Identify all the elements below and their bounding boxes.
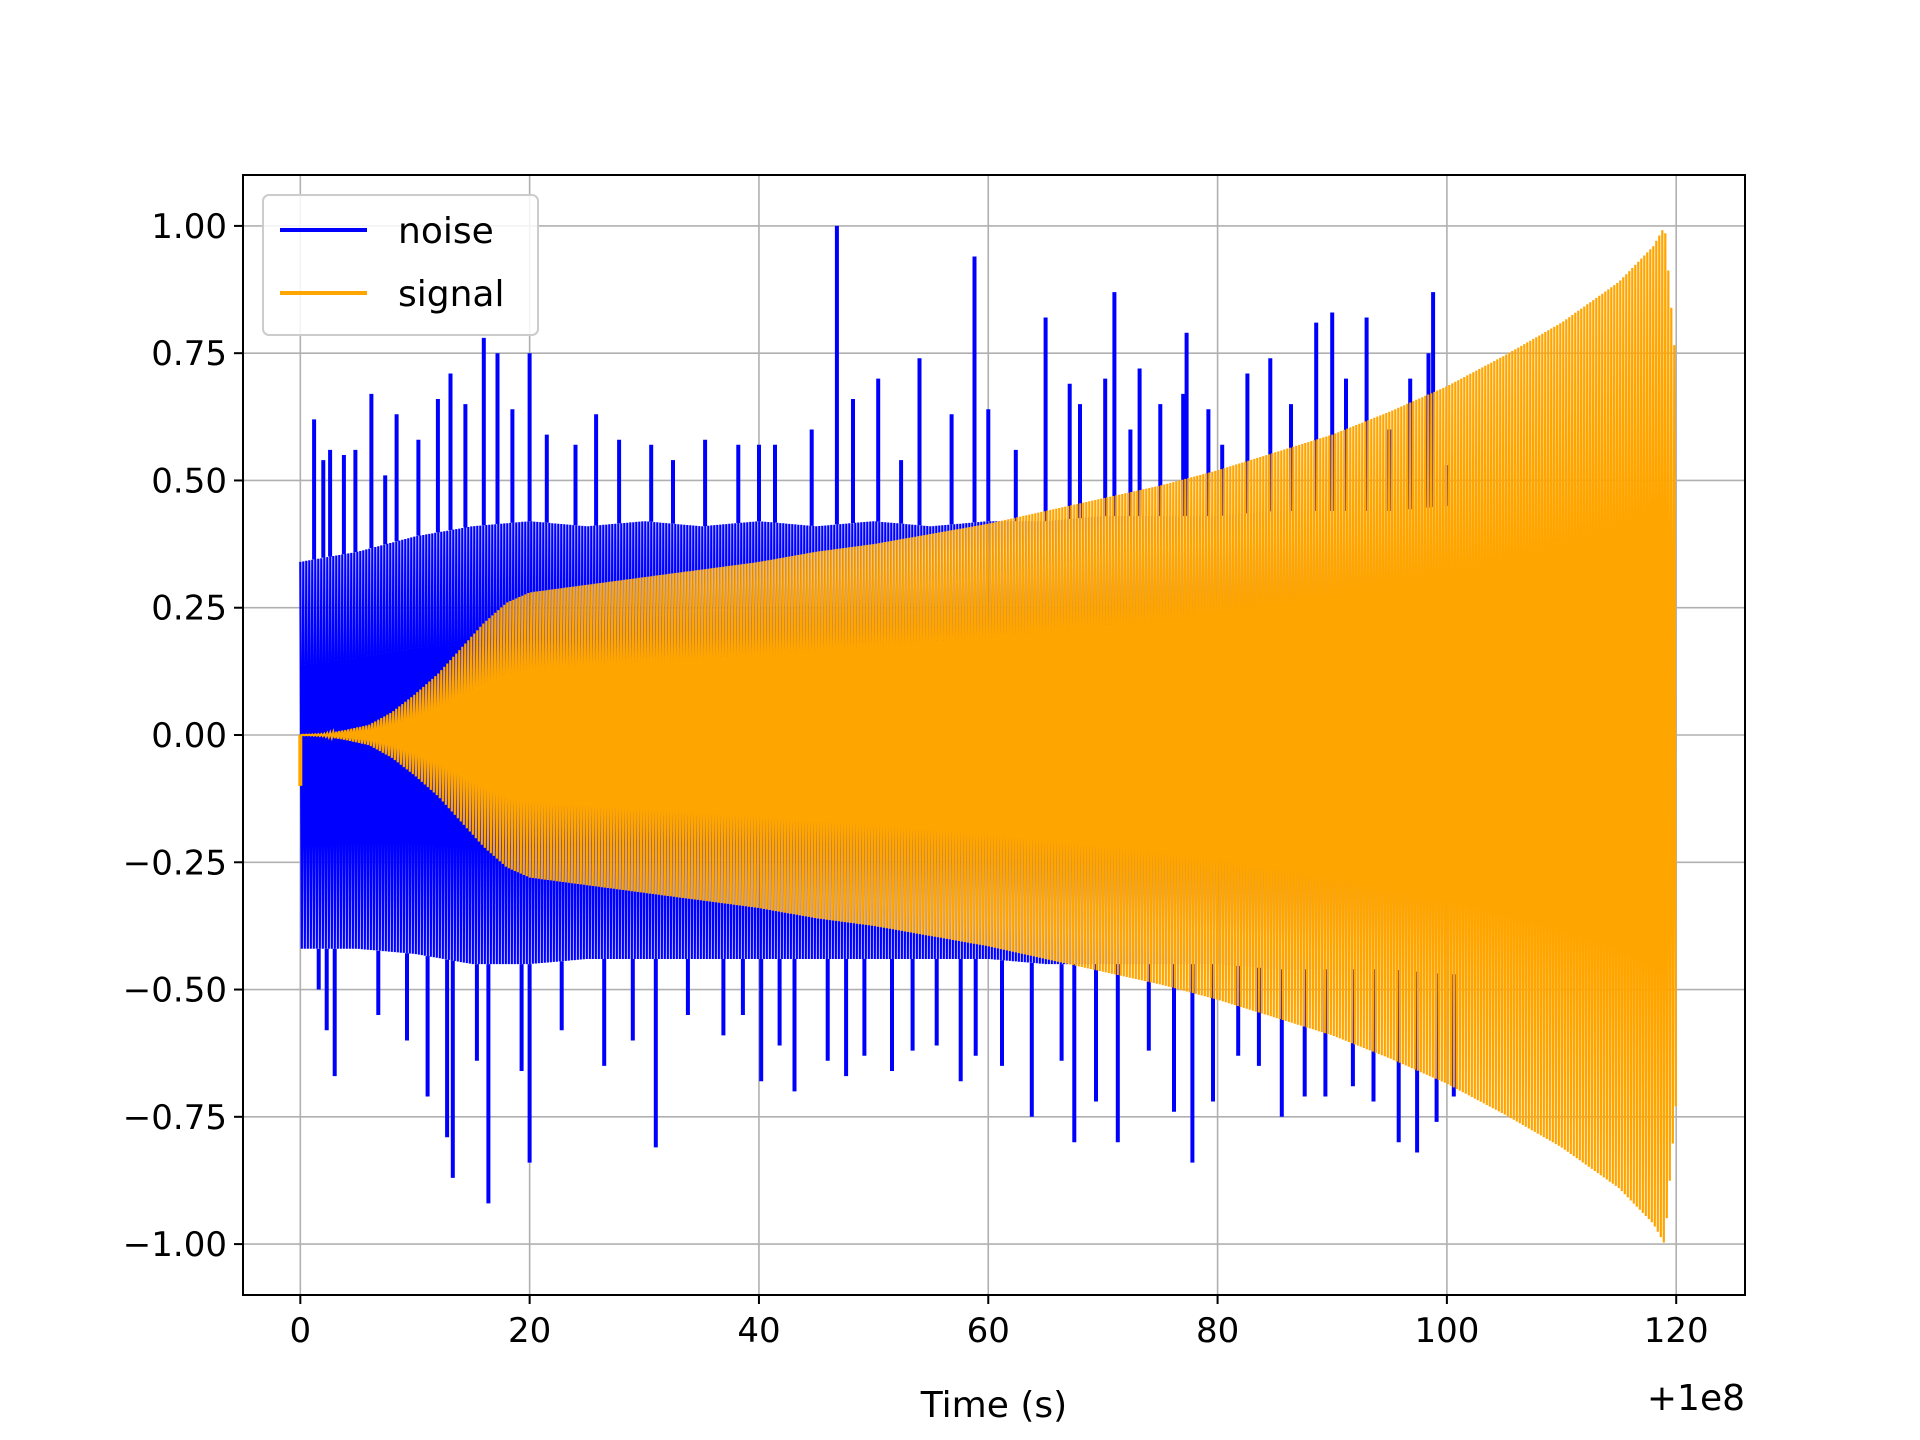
series-signal — [298, 230, 1677, 1243]
y-tick-label: 0.25 — [151, 589, 227, 629]
plot-area — [298, 225, 1677, 1243]
y-tick-label: −1.00 — [123, 1225, 227, 1265]
x-axis-title: Time (s) — [920, 1385, 1067, 1426]
x-tick-label: 60 — [967, 1311, 1010, 1351]
series-line-signal — [300, 230, 1677, 1243]
y-tick-label: 0.00 — [151, 716, 227, 756]
y-tick-label: 0.50 — [151, 461, 227, 501]
x-tick-label: 40 — [737, 1311, 780, 1351]
x-tick-label: 80 — [1196, 1311, 1239, 1351]
y-tick-label: 0.75 — [151, 334, 227, 374]
y-tick-label: −0.75 — [123, 1098, 227, 1138]
x-axis-offset-label: +1e8 — [1647, 1378, 1745, 1419]
x-tick-label: 100 — [1414, 1311, 1479, 1351]
y-tick-label: −0.50 — [123, 971, 227, 1011]
ticks: 0 20 40 60 80 100 120 1.00 0.75 0.50 0.25 0.00 −0.25… — [123, 207, 1709, 1351]
x-tick-label: 20 — [508, 1311, 551, 1351]
legend-label-noise: noise — [398, 211, 494, 252]
y-tick-label: 1.00 — [151, 207, 227, 247]
x-tick-label: 120 — [1644, 1311, 1709, 1351]
y-tick-label: −0.25 — [123, 843, 227, 883]
legend-label-signal: signal — [398, 274, 505, 315]
legend: noise signal — [262, 194, 539, 336]
x-tick-label: 0 — [290, 1311, 312, 1351]
